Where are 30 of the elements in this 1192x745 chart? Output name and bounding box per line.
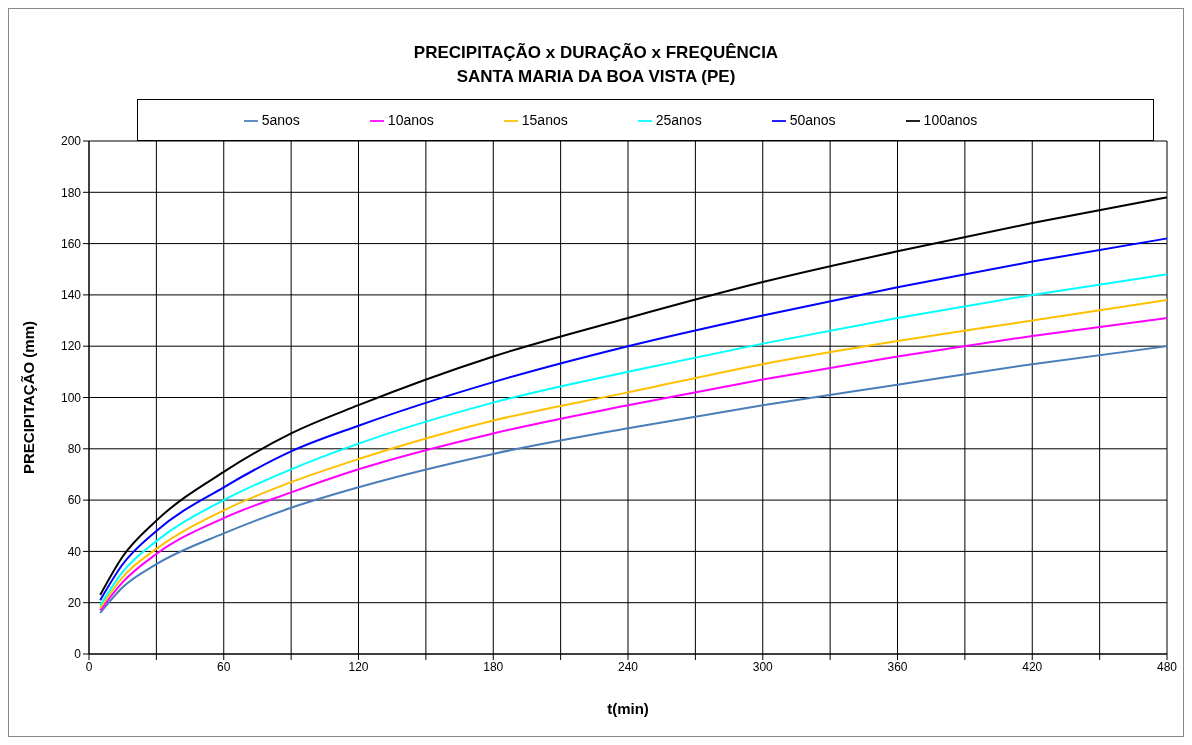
y-tick-label: 20 xyxy=(67,595,82,610)
x-tick-label: 0 xyxy=(85,659,93,674)
legend-label: 5anos xyxy=(261,111,300,128)
y-tick-label: 0 xyxy=(74,647,82,662)
y-axis-title: PRECIPITAÇÃO (mm) xyxy=(20,320,38,475)
x-tick-label: 240 xyxy=(617,659,639,674)
legend-label: 25anos xyxy=(655,111,702,128)
y-tick-label: 80 xyxy=(67,442,82,457)
x-tick-label: 300 xyxy=(752,659,774,674)
x-tick-label: 180 xyxy=(483,659,504,674)
y-tick-label: 120 xyxy=(60,339,82,354)
x-axis-title: t(min) xyxy=(607,700,649,717)
y-tick-label: 200 xyxy=(60,134,82,149)
x-tick-label: 420 xyxy=(1022,659,1043,674)
chart-title: PRECIPITAÇÃO x DURAÇÃO x FREQUÊNCIA xyxy=(412,42,780,64)
y-tick-label: 100 xyxy=(60,390,82,405)
x-tick-label: 360 xyxy=(887,659,908,674)
x-tick-label: 480 xyxy=(1156,659,1178,674)
legend-label: 15anos xyxy=(521,111,568,128)
y-tick-label: 180 xyxy=(60,185,82,200)
y-tick-label: 40 xyxy=(67,544,82,559)
x-tick-label: 120 xyxy=(348,659,369,674)
chart-subtitle: SANTA MARIA DA BOA VISTA (PE) xyxy=(455,66,737,88)
y-tick-label: 160 xyxy=(60,236,82,251)
legend-label: 100anos xyxy=(923,111,978,128)
legend-label: 10anos xyxy=(387,111,434,128)
y-tick-label: 60 xyxy=(67,493,82,508)
x-tick-label: 60 xyxy=(217,659,231,674)
y-tick-label: 140 xyxy=(60,288,82,303)
legend-label: 50anos xyxy=(789,111,836,128)
